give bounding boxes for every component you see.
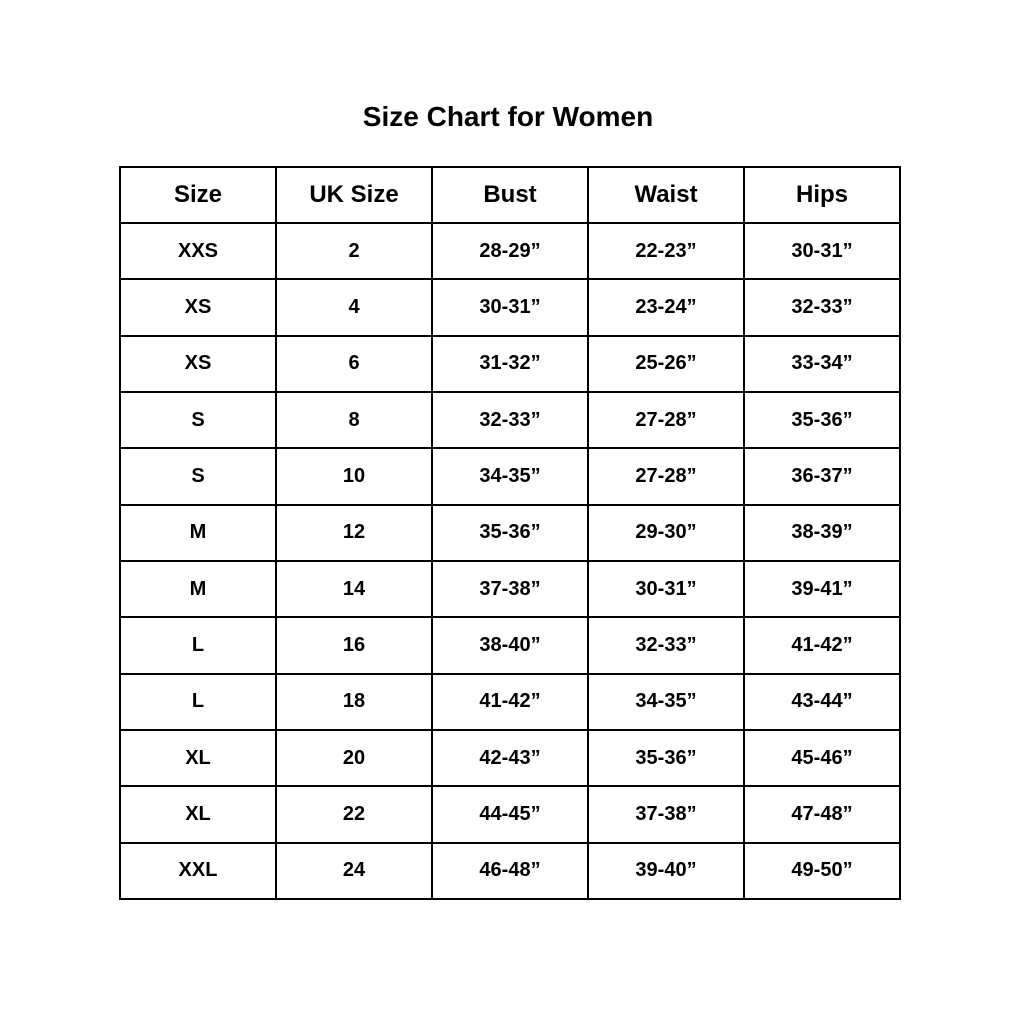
table-row: XL 22 44-45” 37-38” 47-48” <box>119 785 901 844</box>
table-body: XXS 2 28-29” 22-23” 30-31” XS 4 30-31” 23-24” 32-… <box>119 221 901 901</box>
table-row: XXS 2 28-29” 22-23” 30-31” <box>119 221 901 281</box>
table-cell: 8 <box>275 390 433 450</box>
table-cell: 37-38” <box>431 559 589 619</box>
table-cell: 30-31” <box>431 278 589 337</box>
table-cell: 44-45” <box>431 785 589 844</box>
page-title: Size Chart for Women <box>362 101 654 132</box>
table-row: XL 20 42-43” 35-36” 45-46” <box>119 728 901 788</box>
table-row: XXL 24 46-48” 39-40” 49-50” <box>119 841 901 901</box>
table-cell: 35-36” <box>431 503 589 562</box>
table-cell: M <box>119 559 277 619</box>
table-cell: 6 <box>275 334 433 393</box>
table-cell: 39-40” <box>587 841 745 901</box>
table-row: S 8 32-33” 27-28” 35-36” <box>119 390 901 450</box>
table-cell: 30-31” <box>587 559 745 619</box>
table-cell: XL <box>119 785 277 844</box>
table-cell: 30-31” <box>743 221 901 281</box>
table-cell: 2 <box>275 221 433 281</box>
size-chart-table: Size UK Size Bust Waist Hips XXS 2 28-29” 22-23… <box>119 166 901 901</box>
table-cell: 36-37” <box>743 447 901 506</box>
table-cell: 29-30” <box>587 503 745 562</box>
table-cell: 14 <box>275 559 433 619</box>
table-cell: 37-38” <box>587 785 745 844</box>
column-header: Size <box>119 166 277 224</box>
table-cell: M <box>119 503 277 562</box>
table-cell: S <box>119 390 277 450</box>
table-row: L 16 38-40” 32-33” 41-42” <box>119 616 901 675</box>
table-cell: 27-28” <box>587 447 745 506</box>
table-cell: 39-41” <box>743 559 901 619</box>
table-cell: 28-29” <box>431 221 589 281</box>
table-cell: L <box>119 672 277 731</box>
table-cell: 32-33” <box>587 616 745 675</box>
table-cell: 34-35” <box>431 447 589 506</box>
table-cell: 22 <box>275 785 433 844</box>
table-cell: 45-46” <box>743 728 901 788</box>
table-cell: 46-48” <box>431 841 589 901</box>
table-header-row: Size UK Size Bust Waist Hips <box>119 166 901 224</box>
table-row: M 14 37-38” 30-31” 39-41” <box>119 559 901 619</box>
table-cell: 22-23” <box>587 221 745 281</box>
table-cell: 23-24” <box>587 278 745 337</box>
table-cell: XXL <box>119 841 277 901</box>
table-cell: 38-40” <box>431 616 589 675</box>
table-row: XS 4 30-31” 23-24” 32-33” <box>119 278 901 337</box>
table-row: XS 6 31-32” 25-26” 33-34” <box>119 334 901 393</box>
table-cell: 34-35” <box>587 672 745 731</box>
table-row: L 18 41-42” 34-35” 43-44” <box>119 672 901 731</box>
table-cell: 41-42” <box>431 672 589 731</box>
table-cell: XL <box>119 728 277 788</box>
table-cell: L <box>119 616 277 675</box>
table-row: S 10 34-35” 27-28” 36-37” <box>119 447 901 506</box>
column-header: Hips <box>743 166 901 224</box>
table-cell: 12 <box>275 503 433 562</box>
table-cell: 16 <box>275 616 433 675</box>
column-header: Waist <box>587 166 745 224</box>
table-cell: 25-26” <box>587 334 745 393</box>
table-cell: XXS <box>119 221 277 281</box>
column-header: UK Size <box>275 166 433 224</box>
table-cell: 10 <box>275 447 433 506</box>
table-cell: 42-43” <box>431 728 589 788</box>
table-cell: 33-34” <box>743 334 901 393</box>
table-cell: 18 <box>275 672 433 731</box>
table-cell: 27-28” <box>587 390 745 450</box>
table-cell: 41-42” <box>743 616 901 675</box>
table-cell: 47-48” <box>743 785 901 844</box>
table-cell: S <box>119 447 277 506</box>
table-row: M 12 35-36” 29-30” 38-39” <box>119 503 901 562</box>
table-cell: 24 <box>275 841 433 901</box>
table-cell: XS <box>119 334 277 393</box>
table-cell: 35-36” <box>743 390 901 450</box>
table-cell: 49-50” <box>743 841 901 901</box>
table-cell: 4 <box>275 278 433 337</box>
table-cell: 35-36” <box>587 728 745 788</box>
column-header: Bust <box>431 166 589 224</box>
table-cell: XS <box>119 278 277 337</box>
table-cell: 32-33” <box>743 278 901 337</box>
table-cell: 31-32” <box>431 334 589 393</box>
table-cell: 20 <box>275 728 433 788</box>
table-cell: 32-33” <box>431 390 589 450</box>
table-cell: 43-44” <box>743 672 901 731</box>
table-cell: 38-39” <box>743 503 901 562</box>
